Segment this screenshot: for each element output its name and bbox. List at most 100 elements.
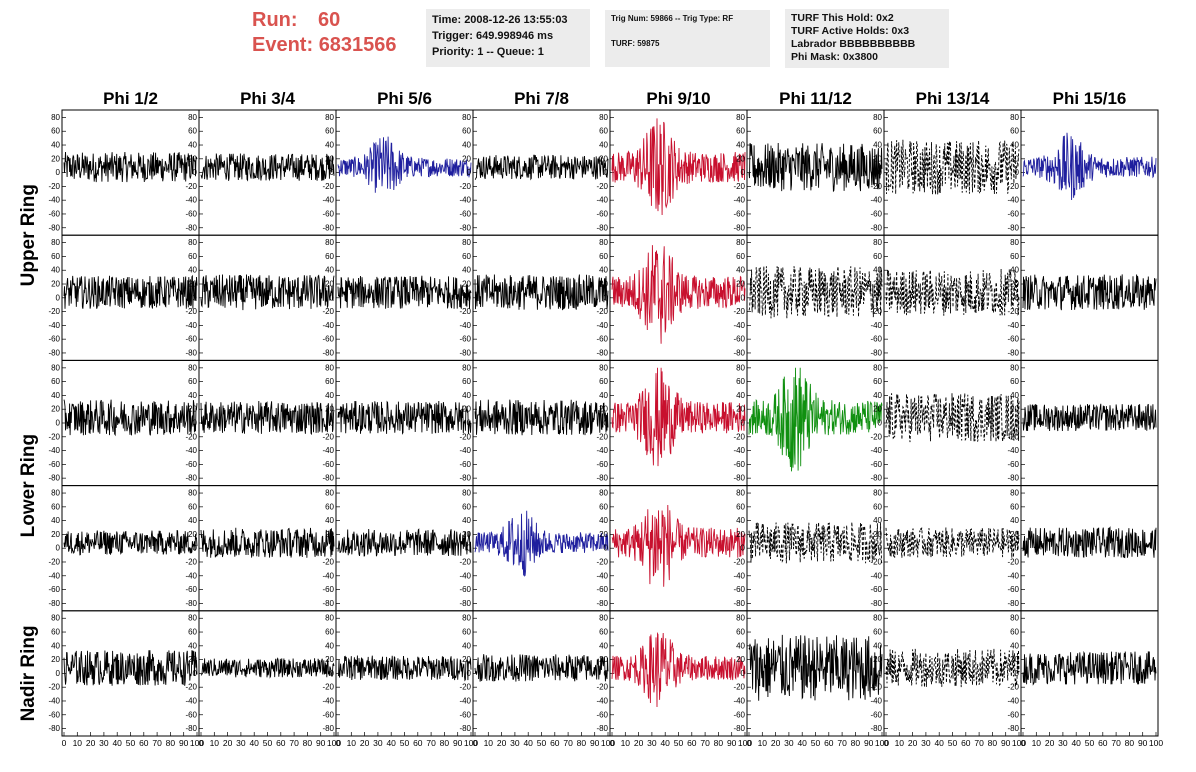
y-tick-label: -60 [1007, 585, 1019, 594]
y-tick-label: 0 [604, 544, 609, 553]
y-tick-label: 0 [878, 293, 883, 302]
x-tick-label: 0 [747, 738, 752, 748]
y-tick-label: 20 [736, 154, 745, 163]
y-tick-label: 60 [325, 628, 334, 637]
y-tick-label: -20 [185, 307, 197, 316]
y-tick-label: 20 [873, 530, 882, 539]
y-tick-label: -80 [48, 348, 60, 357]
x-tick-label: 60 [550, 738, 560, 748]
waveform-line [337, 400, 472, 435]
y-tick-label: 0 [878, 419, 883, 428]
y-tick-label: 0 [604, 669, 609, 678]
y-tick-label: 40 [325, 516, 334, 525]
x-tick-label: 40 [660, 738, 670, 748]
y-tick-label: 80 [462, 363, 471, 372]
waveform-line [63, 530, 198, 556]
y-tick-label: 0 [193, 669, 198, 678]
y-tick-label: -40 [1007, 571, 1019, 580]
x-tick-label: 30 [1058, 738, 1068, 748]
y-tick-label: 60 [462, 252, 471, 261]
x-tick-label: 50 [948, 738, 958, 748]
y-tick-label: -60 [1007, 460, 1019, 469]
y-tick-label: -40 [1007, 696, 1019, 705]
y-tick-label: -20 [596, 683, 608, 692]
y-tick-label: 0 [193, 544, 198, 553]
trig-num-text: Trig Num: 59866 -- Trig Type: RF [611, 14, 734, 23]
x-tick-label: 90 [590, 738, 600, 748]
y-tick-label: 80 [873, 363, 882, 372]
y-tick-label: 60 [736, 127, 745, 136]
y-tick-label: -80 [48, 724, 60, 733]
waveform-line [474, 654, 609, 682]
x-tick-label: 80 [440, 738, 450, 748]
y-tick-label: 80 [188, 113, 197, 122]
waveform-line [885, 527, 1020, 558]
panel-frame [472, 485, 611, 612]
y-tick-label: 0 [741, 293, 746, 302]
waveform-line [885, 648, 1020, 688]
waveform-line [611, 504, 746, 587]
x-tick-label: 100 [327, 738, 341, 748]
y-tick-label: 60 [188, 252, 197, 261]
y-tick-label: -80 [596, 724, 608, 733]
waveform-line [611, 631, 746, 708]
y-tick-label: -60 [48, 460, 60, 469]
y-tick-label: 40 [1010, 141, 1019, 150]
y-tick-label: -40 [870, 196, 882, 205]
y-tick-label: 0 [604, 293, 609, 302]
waveform-line [611, 367, 746, 467]
y-tick-label: -80 [322, 724, 334, 733]
y-tick-label: -80 [185, 474, 197, 483]
x-tick-label: 100 [190, 738, 204, 748]
x-tick-label: 80 [988, 738, 998, 748]
y-tick-label: -80 [1007, 348, 1019, 357]
y-tick-label: -20 [1007, 557, 1019, 566]
x-tick-label: 40 [797, 738, 807, 748]
x-tick-label: 10 [758, 738, 768, 748]
y-tick-label: -20 [185, 432, 197, 441]
time-info-box: Time: 2008-12-26 13:55:03 Trigger: 649.9… [426, 9, 590, 67]
y-tick-label: 40 [51, 641, 60, 650]
waveform-line [885, 392, 1020, 443]
y-tick-label: 60 [599, 628, 608, 637]
y-tick-label: -20 [48, 683, 60, 692]
y-tick-label: -60 [733, 209, 745, 218]
row-label: Upper Ring [18, 184, 39, 286]
y-tick-label: -80 [596, 348, 608, 357]
y-tick-label: 0 [467, 293, 472, 302]
y-tick-label: -40 [459, 571, 471, 580]
y-tick-label: -60 [1007, 209, 1019, 218]
y-tick-label: 0 [878, 669, 883, 678]
y-tick-label: -40 [48, 321, 60, 330]
y-tick-label: -40 [322, 446, 334, 455]
y-tick-label: 40 [873, 266, 882, 275]
column-header: Phi 11/12 [779, 89, 852, 108]
y-tick-label: -20 [1007, 307, 1019, 316]
y-tick-label: 20 [1010, 530, 1019, 539]
turf-active-text: TURF Active Holds: 0x3 [791, 25, 910, 37]
y-tick-label: -20 [733, 557, 745, 566]
y-tick-label: 0 [330, 669, 335, 678]
labrador-text: Labrador BBBBBBBBBB [791, 38, 916, 50]
waveform-line [885, 139, 1020, 195]
y-tick-label: -60 [322, 209, 334, 218]
y-tick-label: 0 [193, 419, 198, 428]
row-label: Nadir Ring [18, 625, 39, 721]
y-tick-label: 0 [604, 419, 609, 428]
y-tick-label: 80 [51, 489, 60, 498]
y-tick-label: -60 [870, 710, 882, 719]
y-tick-label: -80 [48, 223, 60, 232]
y-tick-label: -20 [1007, 432, 1019, 441]
y-tick-label: -40 [596, 696, 608, 705]
x-tick-label: 70 [289, 738, 299, 748]
x-tick-label: 60 [961, 738, 971, 748]
y-tick-label: 40 [51, 141, 60, 150]
y-tick-label: -60 [596, 710, 608, 719]
y-tick-label: -60 [733, 710, 745, 719]
y-tick-label: 40 [1010, 516, 1019, 525]
y-tick-label: 80 [736, 238, 745, 247]
y-tick-label: -60 [870, 585, 882, 594]
y-tick-label: -20 [185, 683, 197, 692]
y-tick-label: 60 [188, 502, 197, 511]
y-tick-label: 60 [873, 252, 882, 261]
